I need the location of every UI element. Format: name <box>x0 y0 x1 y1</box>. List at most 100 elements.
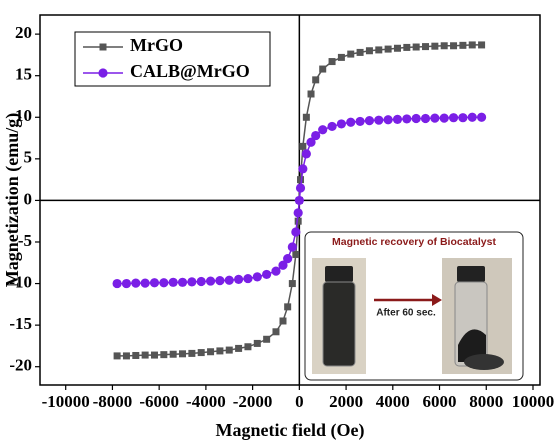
marker <box>226 347 233 354</box>
marker <box>440 114 449 123</box>
marker <box>365 116 374 125</box>
marker <box>187 277 196 286</box>
marker <box>477 113 486 122</box>
marker <box>459 42 466 49</box>
marker <box>422 43 429 50</box>
y-tick-label: 20 <box>15 23 32 42</box>
marker <box>327 122 336 131</box>
marker <box>141 279 150 288</box>
marker <box>235 345 242 352</box>
marker <box>188 350 195 357</box>
marker <box>347 51 354 58</box>
magnet <box>464 354 504 370</box>
marker <box>393 115 402 124</box>
marker <box>142 352 149 359</box>
marker <box>279 317 286 324</box>
marker <box>431 43 438 50</box>
x-tick-label: 6000 <box>423 392 457 411</box>
marker <box>159 278 168 287</box>
marker <box>303 114 310 121</box>
y-tick-label: -15 <box>9 314 32 333</box>
arrow-label: After 60 sec. <box>376 308 436 319</box>
marker <box>355 117 364 126</box>
y-tick-label: -20 <box>9 356 32 375</box>
x-tick-label: 8000 <box>469 392 503 411</box>
marker <box>244 343 251 350</box>
marker <box>449 113 458 122</box>
marker <box>302 149 311 158</box>
marker <box>312 76 319 83</box>
marker <box>197 277 206 286</box>
marker <box>338 54 345 61</box>
marker <box>207 348 214 355</box>
chart: Magnetic field (Oe) Magnetization (emu/g… <box>0 0 556 445</box>
marker <box>421 114 430 123</box>
marker <box>113 279 122 288</box>
marker <box>114 352 121 359</box>
marker <box>150 278 159 287</box>
inset-title: Magnetic recovery of Biocatalyst <box>332 236 496 248</box>
marker <box>366 47 373 54</box>
marker <box>294 208 303 217</box>
marker <box>216 347 223 354</box>
marker <box>298 164 307 173</box>
vial-cap <box>325 266 353 282</box>
x-tick-label: -2000 <box>233 392 273 411</box>
y-tick-label: 10 <box>15 106 32 125</box>
marker <box>198 349 205 356</box>
marker <box>160 351 167 358</box>
marker <box>357 49 364 56</box>
marker <box>291 227 300 236</box>
marker <box>412 114 421 123</box>
legend-label: CALB@MrGO <box>130 61 250 81</box>
marker <box>441 42 448 49</box>
marker <box>289 280 296 287</box>
marker <box>284 303 291 310</box>
marker <box>253 272 262 281</box>
legend-label: MrGO <box>130 35 183 55</box>
marker <box>308 90 315 97</box>
marker <box>468 113 477 122</box>
y-tick-label: -10 <box>9 272 32 291</box>
x-tick-label: 2000 <box>329 392 363 411</box>
marker <box>430 114 439 123</box>
marker <box>384 115 393 124</box>
marker <box>206 276 215 285</box>
y-axis-label: Magnetization (emu/g) <box>2 113 23 287</box>
x-tick-label: 4000 <box>376 392 410 411</box>
marker <box>179 350 186 357</box>
y-tick-label: 5 <box>24 148 33 167</box>
y-tick-label: -5 <box>18 231 32 250</box>
vial-cap <box>457 266 485 282</box>
marker <box>169 278 178 287</box>
marker <box>295 196 304 205</box>
x-tick-label: -10000 <box>42 392 90 411</box>
legend-marker <box>100 44 107 51</box>
marker <box>319 66 326 73</box>
x-axis-label: Magnetic field (Oe) <box>216 420 365 441</box>
marker <box>263 336 270 343</box>
y-tick-label: 0 <box>24 189 33 208</box>
marker <box>402 114 411 123</box>
marker <box>374 116 383 125</box>
marker <box>329 58 336 65</box>
x-tick-label: -8000 <box>93 392 133 411</box>
inset: Magnetic recovery of Biocatalyst After 6… <box>305 232 523 380</box>
marker <box>346 118 355 127</box>
marker <box>403 44 410 51</box>
vial <box>323 282 355 366</box>
x-tick-label: 0 <box>295 392 304 411</box>
x-tick-label: -6000 <box>139 392 179 411</box>
marker <box>262 270 271 279</box>
marker <box>318 125 327 134</box>
marker <box>215 276 224 285</box>
marker <box>375 46 382 53</box>
marker <box>469 41 476 48</box>
marker <box>394 45 401 52</box>
legend-marker <box>98 68 107 77</box>
marker <box>225 276 234 285</box>
marker <box>132 352 139 359</box>
marker <box>288 242 297 251</box>
marker <box>122 279 131 288</box>
marker <box>243 274 252 283</box>
